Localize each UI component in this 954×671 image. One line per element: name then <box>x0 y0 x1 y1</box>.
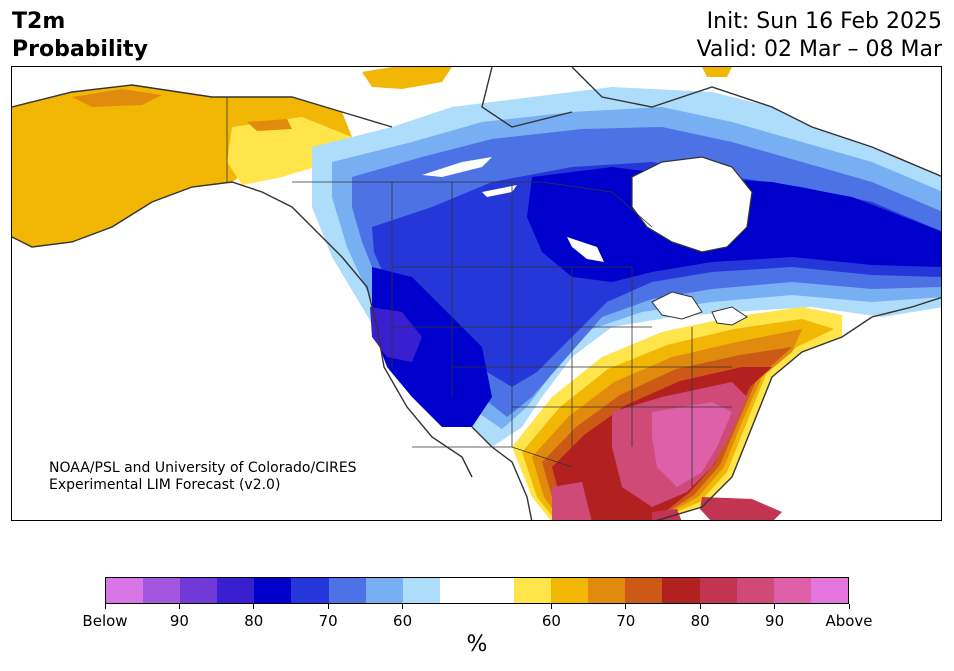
caribbean-warm <box>652 497 782 520</box>
map-canvas <box>12 67 941 520</box>
credit-line-2: Experimental LIM Forecast (v2.0) <box>49 477 281 493</box>
colorbar-segment <box>365 578 403 603</box>
probability-map <box>11 66 942 521</box>
data-credit: NOAA/PSL and University of Colorado/CIRE… <box>49 460 357 494</box>
colorbar-tick-mark <box>625 604 627 609</box>
colorbar-tick-mark <box>253 604 255 609</box>
title-variable: T2m <box>12 9 66 34</box>
colorbar-segment <box>291 578 329 603</box>
colorbar-tick-label: 70 <box>318 612 338 630</box>
colorbar-segment <box>106 578 144 603</box>
colorbar-tick-label: 60 <box>393 612 413 630</box>
init-date: Init: Sun 16 Feb 2025 <box>706 9 942 34</box>
colorbar-tick-label: 90 <box>169 612 189 630</box>
cold-band-80 <box>372 167 941 427</box>
map-title: T2m Probability <box>12 8 148 64</box>
forecast-dates: Init: Sun 16 Feb 2025 Valid: 02 Mar – 08… <box>697 8 942 64</box>
cold-core-west <box>370 307 422 362</box>
colorbar-tick-label: 90 <box>765 612 785 630</box>
colorbar-tick-mark <box>550 604 552 609</box>
colorbar-segment <box>328 578 366 603</box>
probability-colorbar <box>105 577 849 604</box>
colorbar-tick-label: 80 <box>690 612 710 630</box>
colorbar-tick-mark <box>774 604 776 609</box>
colorbar-ticks: Below 90 80 70 60 60 70 80 90 Above <box>82 604 873 634</box>
hudson-bay <box>631 156 753 253</box>
political-borders <box>226 97 732 487</box>
colorbar-tick-mark <box>104 604 106 609</box>
credit-line-1: NOAA/PSL and University of Colorado/CIRE… <box>49 460 357 476</box>
colorbar-segment <box>810 578 848 603</box>
colorbar-tick-label: 60 <box>541 612 561 630</box>
colorbar-segment <box>217 578 255 603</box>
colorbar-tick-label: 80 <box>244 612 264 630</box>
colorbar-tick-mark <box>699 604 701 609</box>
colorbar-tick-label: Below <box>82 612 128 630</box>
alaska-deep-warm <box>72 89 292 131</box>
valid-range: Valid: 02 Mar – 08 Mar <box>696 37 942 62</box>
colorbar-tick-mark <box>848 604 850 609</box>
colorbar-segment <box>514 578 552 603</box>
colorbar-tick-mark <box>178 604 180 609</box>
colorbar-segment <box>143 578 181 603</box>
colorbar-segment <box>625 578 663 603</box>
colorbar-segment <box>254 578 292 603</box>
colorbar-tick-label: 70 <box>616 612 636 630</box>
colorbar-segment <box>662 578 700 603</box>
colorbar-tick-label: Above <box>825 612 873 630</box>
title-type: Probability <box>12 37 148 62</box>
colorbar-segment <box>476 578 515 603</box>
colorbar-segment <box>699 578 737 603</box>
colorbar-segment <box>402 578 440 603</box>
colorbar-tick-mark <box>402 604 404 609</box>
colorbar-segment <box>439 578 477 603</box>
great-lakes <box>651 291 748 326</box>
colorbar-segment <box>588 578 626 603</box>
colorbar-segment <box>180 578 218 603</box>
alaska-light-warm <box>227 117 352 185</box>
colorbar-tick-mark <box>327 604 329 609</box>
northern-lakes <box>422 157 604 262</box>
colorbar-segment <box>773 578 811 603</box>
arctic-warm <box>362 67 732 89</box>
colorbar-segment <box>551 578 589 603</box>
colorbar-segment <box>736 578 774 603</box>
colorbar-unit-label: % <box>466 632 488 657</box>
coastlines <box>12 67 941 520</box>
